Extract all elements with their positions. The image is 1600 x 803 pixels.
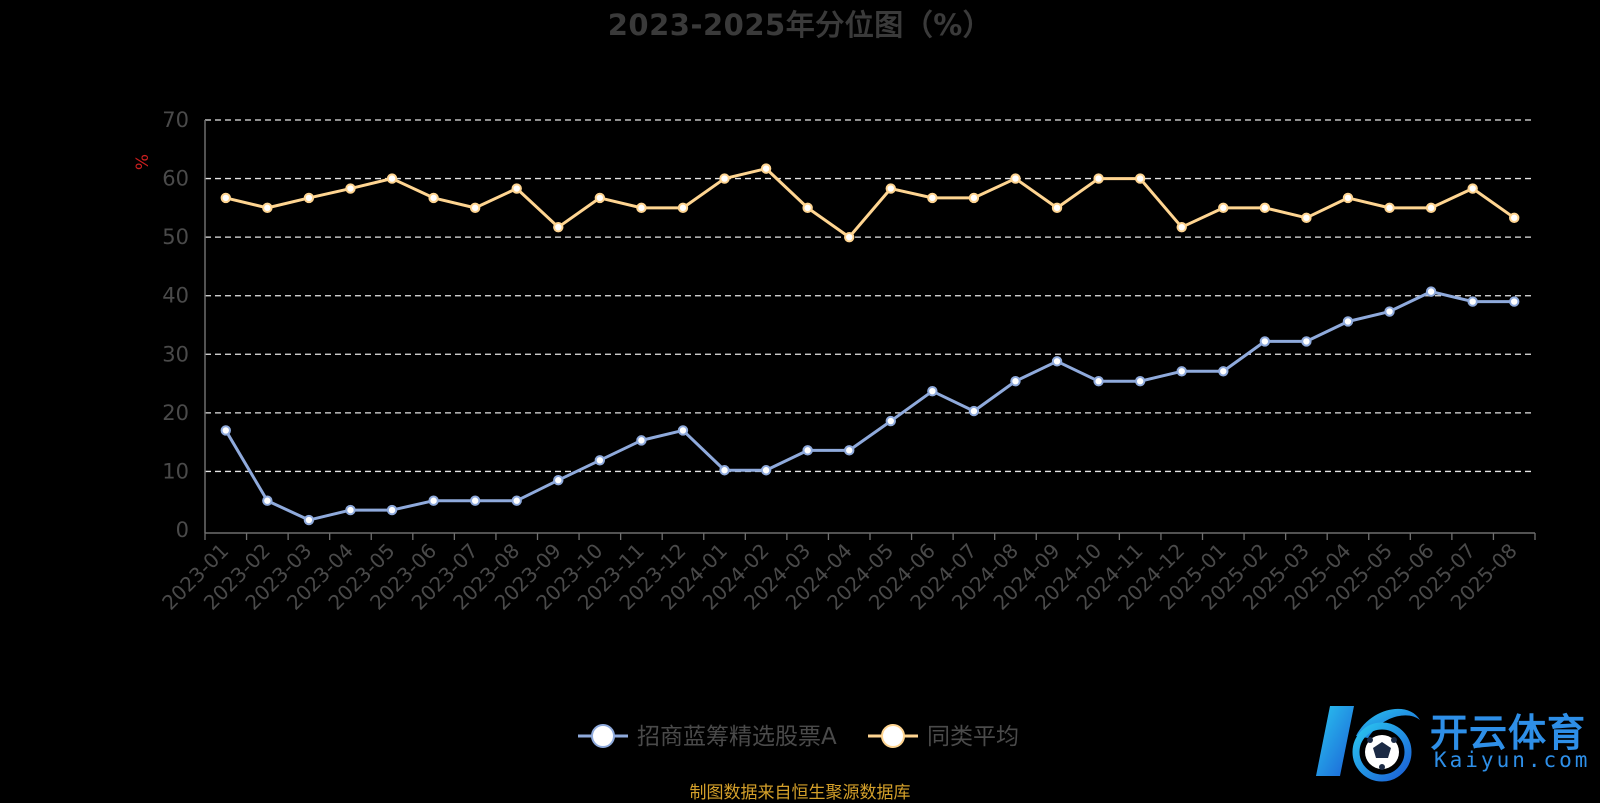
- data-point: [386, 173, 398, 184]
- data-point: [1134, 173, 1146, 184]
- data-point: [760, 465, 772, 476]
- data-point: [428, 192, 439, 204]
- data-point: [1051, 356, 1063, 367]
- data-point: [303, 192, 315, 204]
- data-point: [469, 495, 481, 506]
- y-tick-label: 30: [162, 342, 189, 366]
- y-tick-label: 0: [176, 518, 189, 542]
- data-point: [386, 504, 398, 516]
- data-source-note: 制图数据来自恒生聚源数据库: [689, 783, 911, 803]
- data-point: [636, 202, 647, 214]
- data-point: [1010, 173, 1021, 184]
- data-point: [220, 192, 231, 204]
- data-point: [719, 173, 730, 184]
- y-tick-label: 40: [162, 284, 189, 308]
- data-point: [428, 495, 439, 506]
- data-point: [220, 425, 231, 436]
- data-point: [844, 445, 855, 456]
- data-point: [345, 183, 356, 194]
- y-tick-label: 70: [162, 108, 189, 132]
- logo-text-cn: 开云体育: [1430, 711, 1587, 755]
- series-line: [224, 290, 1515, 522]
- data-point: [1093, 173, 1104, 184]
- k-ball-logo-icon: [1316, 706, 1420, 782]
- data-point: [262, 202, 273, 214]
- data-point: [511, 183, 522, 194]
- legend-label[interactable]: 同类平均: [927, 724, 1019, 750]
- y-tick-label: 10: [162, 459, 189, 483]
- data-point: [719, 465, 730, 476]
- data-point: [1425, 202, 1437, 214]
- data-point: [1342, 192, 1354, 204]
- data-point: [968, 192, 980, 204]
- data-point: [1093, 376, 1104, 387]
- data-point: [1134, 376, 1146, 387]
- data-point: [1342, 316, 1354, 327]
- data-point: [262, 495, 273, 506]
- y-tick-label: 20: [162, 401, 189, 425]
- brand-logo: 开云体育 Kaiyun.com: [1312, 696, 1600, 786]
- legend-swatch-marker: [591, 724, 615, 748]
- data-point: [1467, 183, 1478, 194]
- data-point: [1259, 336, 1271, 347]
- grid-lines: [205, 119, 1535, 473]
- data-point: [802, 445, 813, 456]
- chart-title: 2023-2025年分位图（%）: [607, 8, 993, 42]
- data-point: [1384, 306, 1395, 317]
- legend-label[interactable]: 招商蓝筹精选股票A: [637, 724, 837, 750]
- data-point: [1509, 212, 1520, 224]
- data-point: [1467, 296, 1478, 307]
- data-point: [511, 495, 522, 506]
- data-point: [1301, 212, 1312, 224]
- y-tick-label: 50: [162, 225, 189, 249]
- data-point: [760, 163, 772, 174]
- legend-swatch-marker: [881, 724, 905, 748]
- data-point: [1176, 221, 1187, 233]
- data-point: [1218, 202, 1229, 214]
- data-point: [677, 425, 689, 436]
- data-point: [594, 192, 606, 204]
- data-point: [1425, 286, 1437, 297]
- y-tick-label: 60: [162, 167, 189, 191]
- data-point: [1010, 376, 1021, 387]
- y-axis-unit-label: %: [133, 154, 153, 170]
- data-point: [469, 202, 481, 214]
- data-point: [303, 514, 315, 526]
- data-point: [1176, 366, 1187, 377]
- data-point: [885, 415, 896, 427]
- data-point: [927, 385, 938, 397]
- logo-text-en: Kaiyun.com: [1434, 748, 1591, 772]
- data-point: [885, 183, 896, 194]
- data-point: [844, 231, 855, 243]
- series-line: [225, 167, 1516, 239]
- data-point: [927, 192, 938, 204]
- data-point: [1384, 202, 1395, 214]
- data-point: [345, 504, 356, 516]
- data-point: [1509, 296, 1520, 307]
- series-layer: [220, 163, 1520, 526]
- data-point: [1259, 202, 1271, 214]
- data-point: [802, 202, 813, 214]
- data-point: [553, 475, 564, 486]
- data-point: [968, 405, 980, 417]
- data-point: [1051, 202, 1063, 214]
- data-point: [677, 202, 689, 214]
- data-point: [1218, 366, 1229, 377]
- legend[interactable]: 招商蓝筹精选股票A 同类平均: [578, 724, 1019, 750]
- data-point: [594, 455, 606, 466]
- axes: 010203040506070%2023-012023-022023-03202…: [133, 108, 1536, 615]
- data-point: [1301, 336, 1312, 347]
- data-point: [553, 221, 564, 233]
- data-point: [636, 435, 647, 446]
